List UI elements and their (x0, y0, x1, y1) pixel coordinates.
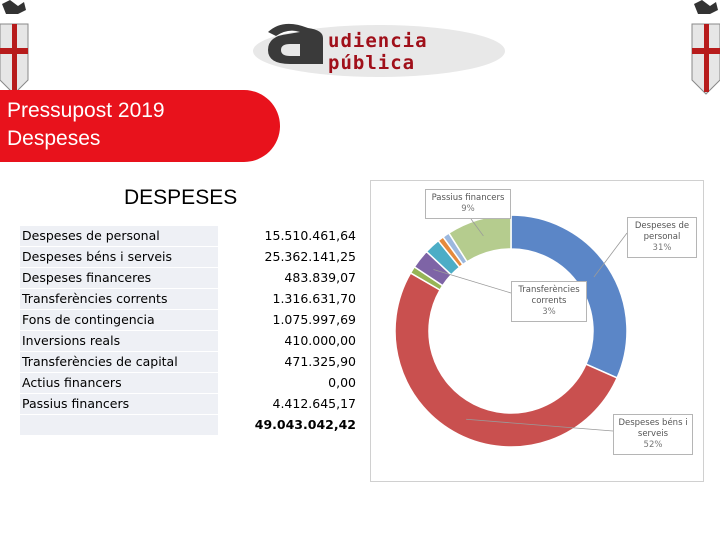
row-value: 4.412.645,17 (272, 396, 357, 411)
row-label: Transferències corrents (20, 289, 218, 309)
donut-slice-8 (447, 214, 512, 263)
row-label: Inversions reals (20, 331, 218, 351)
callout-transferencies-pct: 3% (542, 307, 556, 317)
total-value: 49.043.042,42 (254, 417, 356, 432)
table-row: Despeses financeres 483.839,07 (20, 268, 358, 288)
donut-slice-1 (394, 271, 619, 448)
logo-text-line2: pública (328, 52, 416, 74)
banner-title: Pressupost 2019 (7, 99, 165, 122)
callout-bens-serveis: Despeses béns i serveis 52% (613, 414, 693, 455)
callout-leader-line (466, 418, 614, 432)
row-label: Transferències de capital (20, 352, 218, 372)
callout-personal-pct: 31% (652, 243, 672, 253)
logo-text-line1: udiencia (328, 30, 428, 52)
callout-passius-pct: 9% (461, 204, 475, 214)
table-row: Transferències corrents 1.316.631,70 (20, 289, 358, 309)
row-value: 25.362.141,25 (264, 249, 356, 264)
callout-leader-line (593, 232, 628, 278)
callout-personal-label: Despeses de personal (634, 221, 690, 242)
row-value: 1.075.997,69 (272, 312, 357, 327)
coat-of-arms-right-icon (690, 0, 720, 100)
row-value: 410.000,00 (284, 333, 356, 348)
row-label: Despeses financeres (20, 268, 218, 288)
callout-leader-line (433, 269, 512, 294)
total-label (20, 415, 218, 435)
row-label: Despeses de personal (20, 226, 218, 246)
callout-transferencies-label: Transferències corrents (518, 285, 580, 306)
row-value: 1.316.631,70 (272, 291, 357, 306)
table-row: Actius financers 0,00 (20, 373, 358, 393)
banner-subtitle: Despeses (7, 127, 101, 150)
table-row: Passius financers 4.412.645,17 (20, 394, 358, 414)
table-row: Inversions reals 410.000,00 (20, 331, 358, 351)
callout-leader-line (470, 218, 484, 237)
callout-passius-label: Passius financers (431, 193, 505, 203)
row-label: Fons de contingencia (20, 310, 218, 330)
coat-of-arms-left-icon (0, 0, 30, 100)
row-value: 0,00 (328, 375, 356, 390)
section-title: DESPESES (124, 186, 238, 209)
table-row: Fons de contingencia 1.075.997,69 (20, 310, 358, 330)
title-banner: Pressupost 2019 Despeses (0, 90, 280, 162)
callout-passius: Passius financers 9% (425, 189, 511, 219)
callout-bens-serveis-pct: 52% (643, 440, 663, 450)
table-row: Despeses béns i serveis 25.362.141,25 (20, 247, 358, 267)
table-row: Transferències de capital 471.325,90 (20, 352, 358, 372)
audiencia-publica-logo: udiencia pública (248, 18, 510, 80)
donut-svg (394, 214, 628, 448)
table-total-row: 49.043.042,42 (20, 415, 358, 435)
expenses-table: Despeses de personal 15.510.461,64 Despe… (20, 226, 358, 436)
row-value: 15.510.461,64 (264, 228, 356, 243)
expenses-donut-chart: Despeses de personal 31% Despeses béns i… (370, 180, 704, 482)
callout-personal: Despeses de personal 31% (627, 217, 697, 258)
callout-transferencies: Transferències corrents 3% (511, 281, 587, 322)
row-label: Despeses béns i serveis (20, 247, 218, 267)
row-value: 471.325,90 (284, 354, 356, 369)
callout-bens-serveis-label: Despeses béns i serveis (618, 418, 688, 439)
row-value: 483.839,07 (284, 270, 356, 285)
row-label: Passius financers (20, 394, 218, 414)
row-label: Actius financers (20, 373, 218, 393)
table-row: Despeses de personal 15.510.461,64 (20, 226, 358, 246)
